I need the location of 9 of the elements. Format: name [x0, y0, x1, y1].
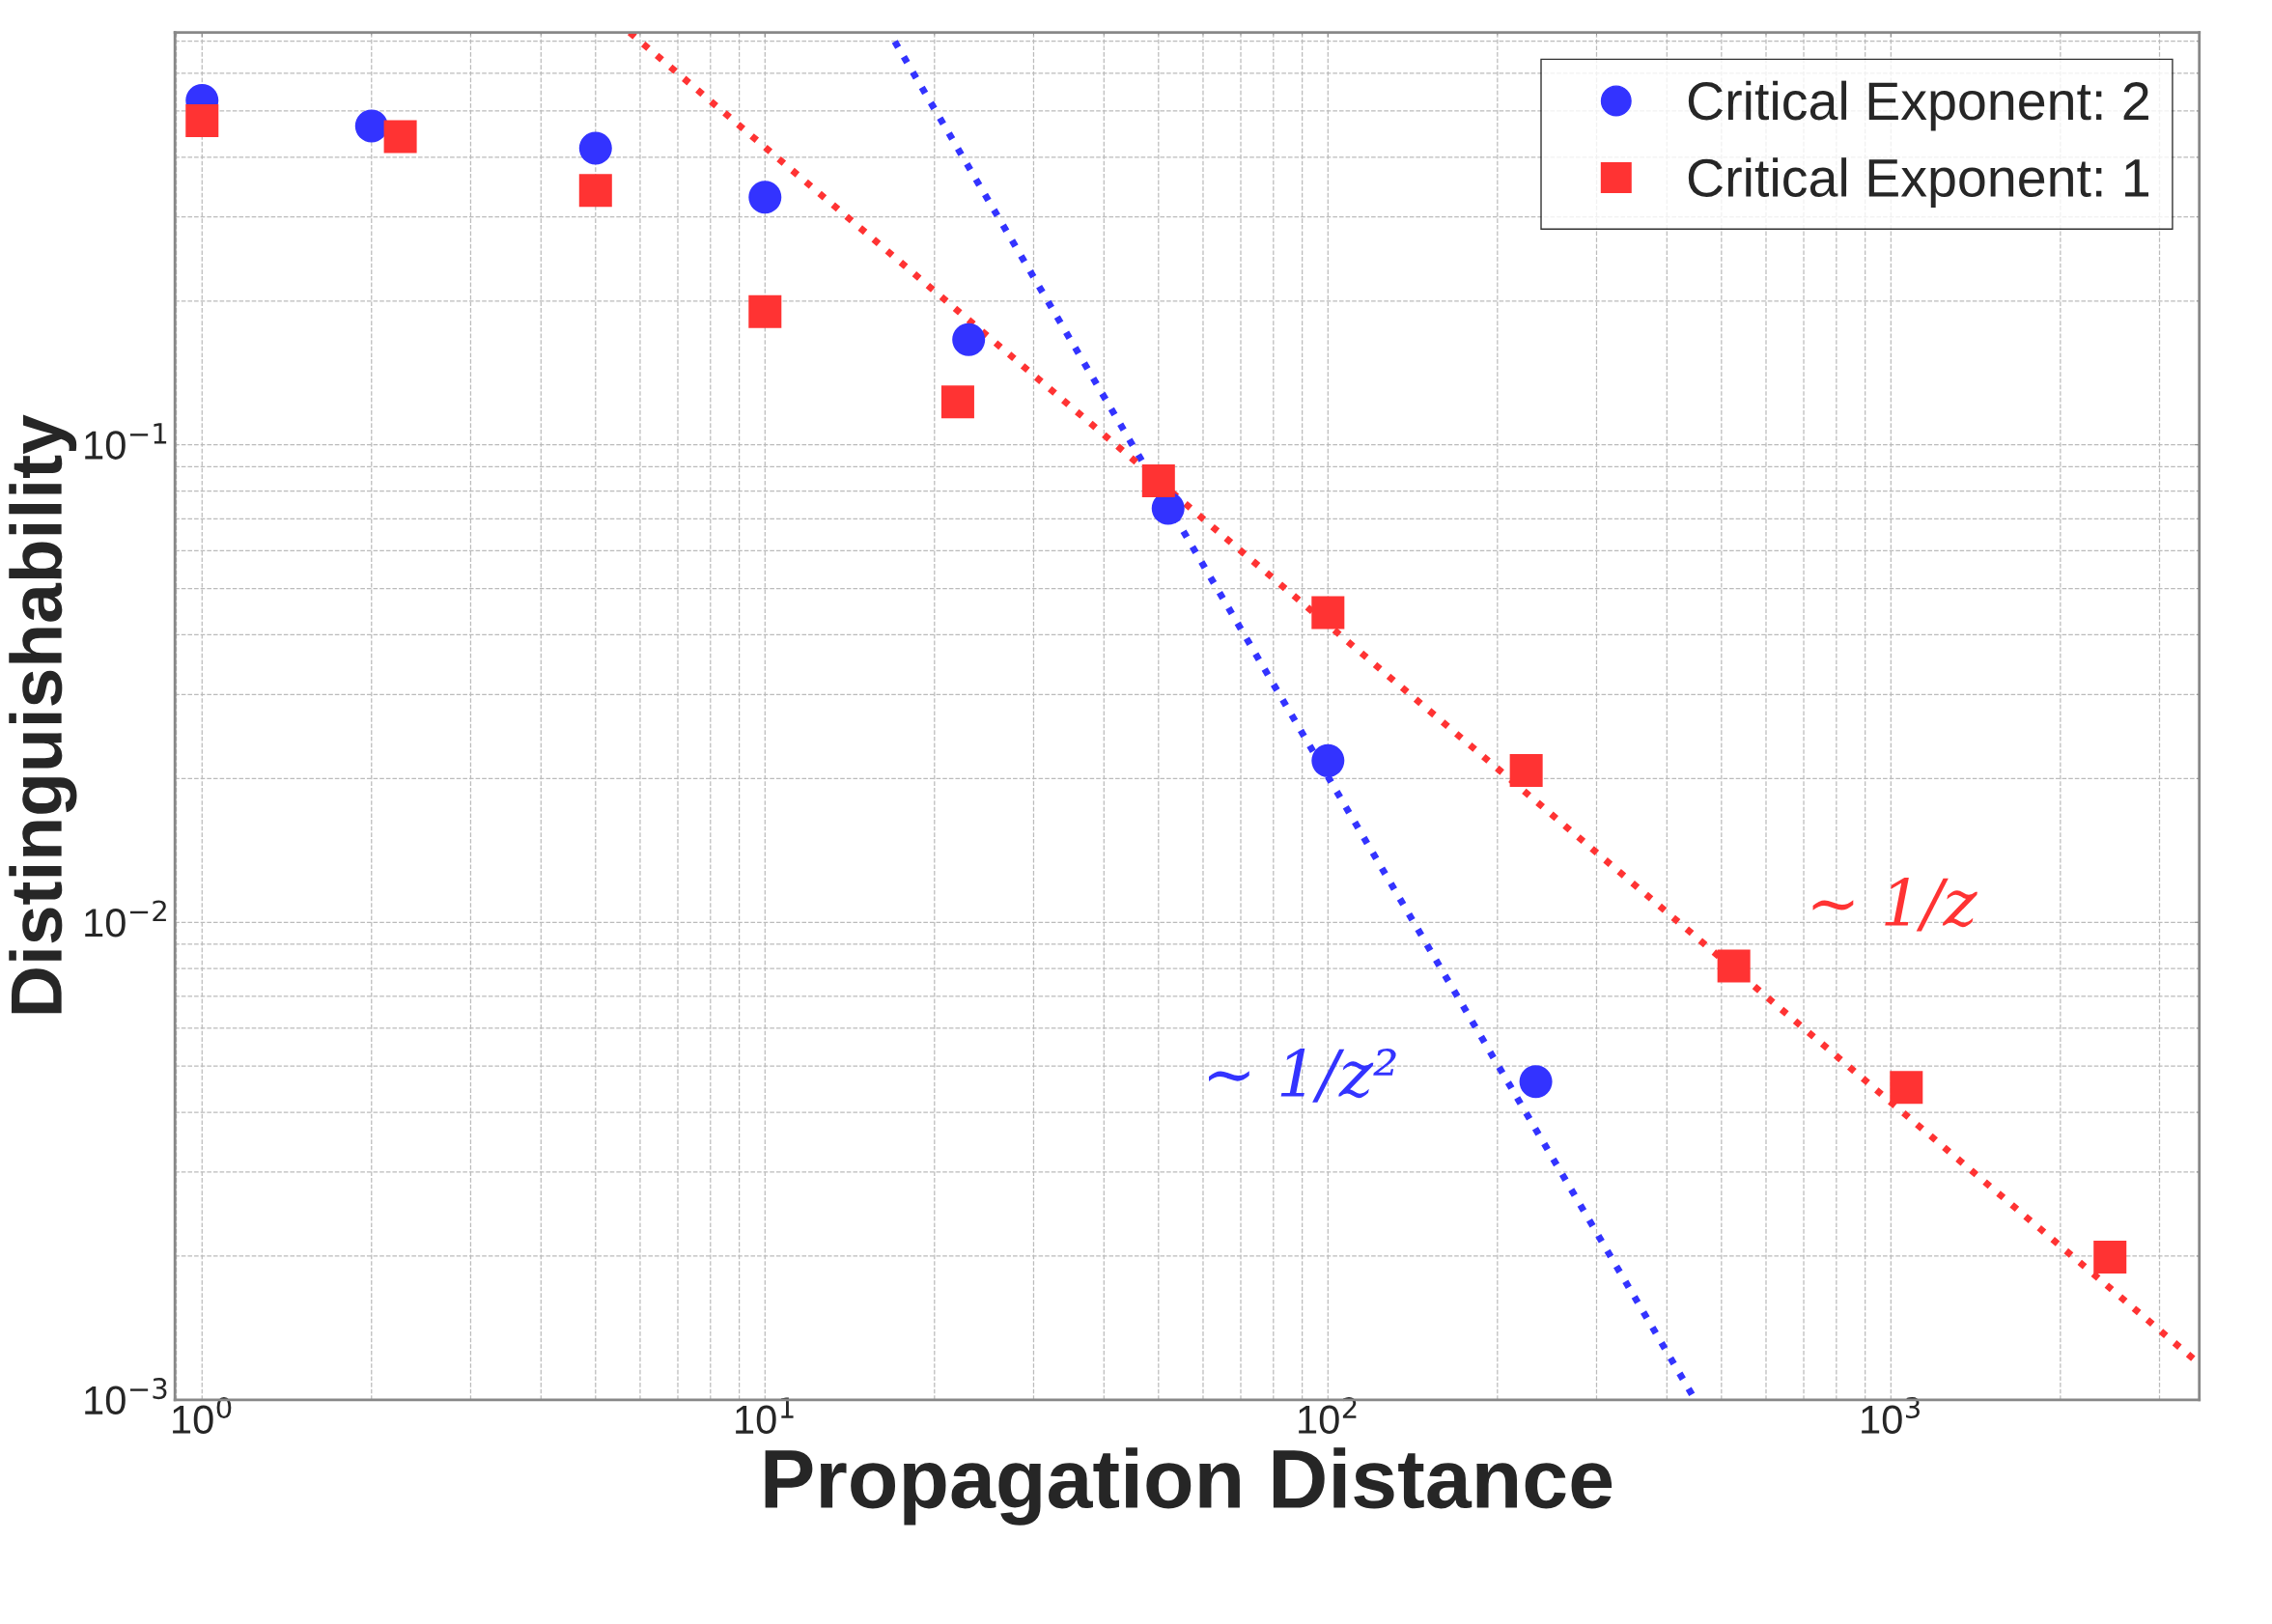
legend-label: Critical Exponent: 1: [1688, 157, 2149, 208]
y-tick-label: 10$^{−3}$: [85, 1378, 167, 1415]
y-tick-label: 10$^{−1}$: [85, 423, 167, 460]
annotation: ∼ 1/z²: [1209, 1048, 1396, 1103]
legend-label: Critical Exponent: 2: [1688, 80, 2148, 131]
x-axis-title: Propagation Distance: [765, 1447, 1613, 1526]
annotation: ∼ 1/z: [1812, 877, 1977, 932]
y-axis-title: Distinguishability: [9, 414, 77, 1014]
y-tick-label: 10$^{−2}$: [85, 900, 166, 938]
